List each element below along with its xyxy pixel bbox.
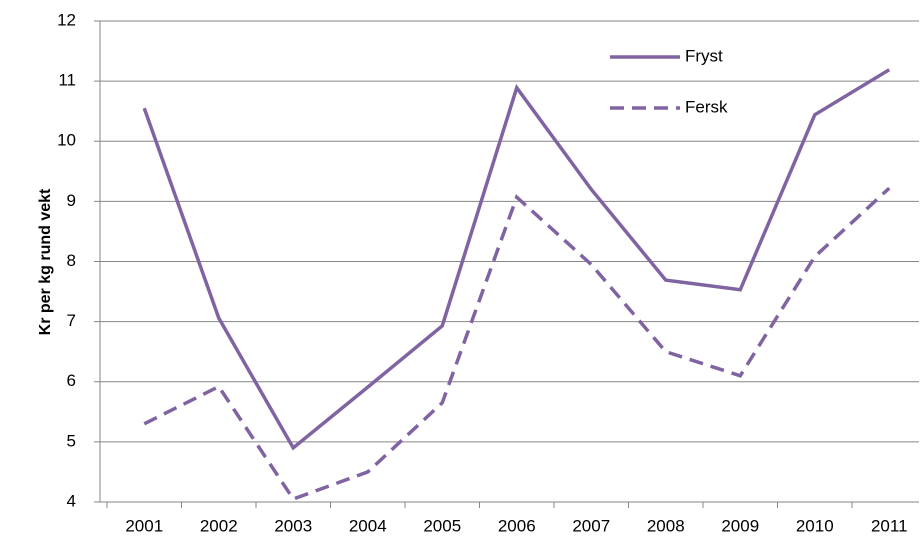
series-line [143,186,891,502]
x-tick-label: 2002 [200,516,238,535]
legend-label: Fryst [685,46,723,65]
x-tick-label: 2005 [423,516,461,535]
x-tick-label: 2011 [871,516,908,535]
x-tick-label: 2008 [647,516,685,535]
y-tick-label: 11 [58,71,76,90]
y-tick-label: 9 [67,191,76,210]
y-axis-label: Kr per kg rund vekt [37,188,54,335]
x-tick-label: 2006 [498,516,536,535]
x-tick-label: 2001 [125,516,163,535]
y-tick-label: 4 [67,491,76,510]
y-tick-label: 6 [67,371,76,390]
y-tick-label: 7 [67,311,76,330]
series-line [142,68,891,451]
y-tick-label: 12 [57,10,76,29]
y-tick-label: 10 [57,131,76,150]
legend-label: Fersk [685,97,728,116]
x-tick-label: 2010 [796,516,834,535]
y-tick-label: 5 [67,431,76,450]
x-tick-label: 2009 [721,516,759,535]
x-tick-label: 2003 [274,516,312,535]
x-tick-label: 2007 [572,516,610,535]
y-tick-label: 8 [67,251,76,270]
x-tick-label: 2004 [349,516,387,535]
